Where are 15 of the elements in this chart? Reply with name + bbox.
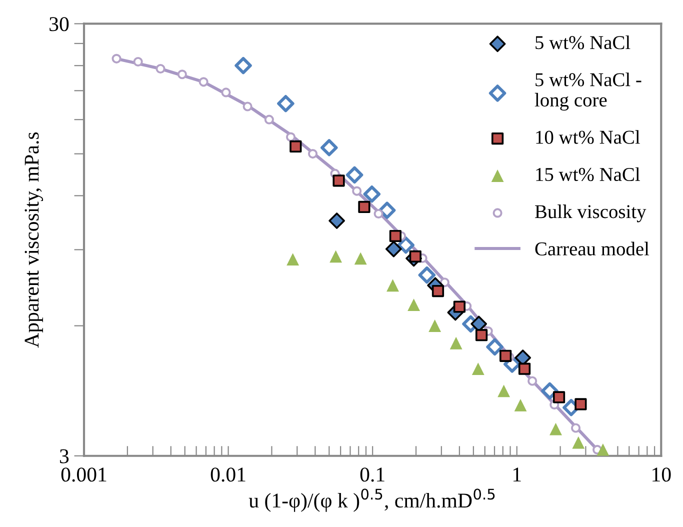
- x-tick-label: 0.1: [360, 468, 384, 482]
- x-tick-label: 1: [513, 468, 521, 482]
- x-tick-label: 0.01: [210, 468, 246, 482]
- legend-label: Bulk viscosity: [535, 204, 646, 222]
- legend-label: Carreau model: [535, 242, 650, 256]
- x-tick-label: 10: [652, 468, 671, 482]
- legend-label: 5 wt% NaCl: [536, 36, 630, 50]
- legend-label: 5 wt% NaCl - long core: [534, 72, 642, 111]
- y-tick-label: 30: [50, 17, 69, 32]
- legend-label: 15 wt% NaCl: [536, 167, 640, 182]
- x-tick-label: 0.001: [61, 468, 106, 482]
- y-tick-label: 3: [60, 449, 69, 464]
- legend-label: 10 wt% NaCl: [536, 130, 640, 144]
- y-axis-title: Apparent viscosity, mPa.s: [24, 132, 44, 348]
- x-axis-title: u (1-φ)/(φ k )$^{0.5}$, cm/h.mD$^{0.5}$: [248, 488, 495, 512]
